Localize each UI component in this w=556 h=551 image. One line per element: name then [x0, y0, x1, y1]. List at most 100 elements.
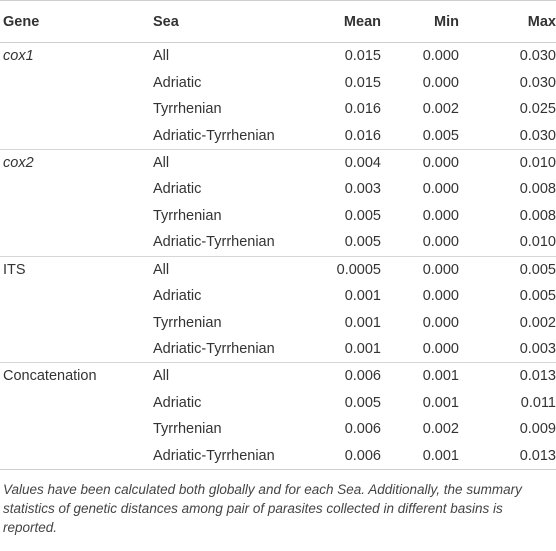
cell-gene: [0, 96, 153, 123]
cell-gene: cox2: [0, 148, 153, 176]
cell-max: 0.002: [519, 314, 556, 331]
cell-mean: 0.005: [344, 234, 381, 251]
table-row: Tyrrhenian 0.001 0.000 0.002: [0, 309, 556, 336]
cell-sea: Adriatic: [153, 394, 202, 411]
header-mean: Mean: [319, 0, 381, 43]
cell-max: 0.005: [519, 288, 556, 305]
cell-max: 0.008: [519, 181, 556, 198]
cell-min: 0.001: [381, 442, 459, 470]
table-row: ITS All 0.0005 0.000 0.005: [0, 255, 556, 283]
cell-min: 0.000: [381, 255, 459, 283]
cell-mean: 0.001: [344, 314, 381, 331]
cell-gene: [0, 283, 153, 310]
table-row: Adriatic-Tyrrhenian 0.001 0.000 0.003: [0, 336, 556, 363]
cell-max: 0.030: [519, 74, 556, 91]
cell-mean: 0.016: [344, 101, 381, 118]
cell-max: 0.008: [519, 207, 556, 224]
cell-gene: [0, 309, 153, 336]
cell-sea: Adriatic-Tyrrhenian: [153, 234, 275, 251]
cell-mean: 0.006: [344, 421, 381, 438]
cell-sea: All: [153, 48, 170, 65]
cell-sea: All: [153, 362, 319, 390]
cell-max: 0.013: [459, 442, 556, 470]
cell-min: 0.000: [422, 74, 459, 91]
cell-min: 0.000: [422, 181, 459, 198]
cell-mean: 0.015: [344, 74, 381, 91]
cell-max: 0.005: [459, 255, 556, 283]
cell-min: 0.002: [422, 101, 459, 118]
table-row: Adriatic 0.005 0.001 0.011: [0, 389, 556, 416]
cell-sea: Tyrrhenian: [153, 314, 222, 331]
header-sea: Sea: [153, 0, 319, 43]
cell-min: 0.001: [381, 362, 459, 390]
cell-gene: ITS: [0, 255, 153, 283]
cell-mean: 0.016: [344, 127, 381, 144]
cell-max: 0.003: [519, 341, 556, 358]
cell-gene: Concatenation: [0, 362, 153, 390]
cell-gene: [0, 389, 153, 416]
table-row: Tyrrhenian 0.005 0.000 0.008: [0, 203, 556, 230]
cell-gene: [0, 176, 153, 203]
genetic-distance-table: Gene Sea Mean Min Max cox1 All 0.015 0.000 0…: [0, 0, 556, 470]
cell-sea: Tyrrhenian: [153, 101, 222, 118]
cell-min: 0.000: [422, 234, 459, 251]
table-footnote: Values have been calculated both globall…: [3, 482, 522, 535]
cell-max: 0.010: [459, 148, 556, 176]
table-body: cox1 All 0.015 0.000 0.030 Adriatic 0.015 0.000…: [0, 43, 556, 470]
cell-mean: 0.015: [344, 48, 381, 65]
cell-mean: 0.005: [344, 394, 381, 411]
cell-min: 0.000: [381, 148, 459, 176]
cell-gene: cox1: [3, 48, 34, 65]
cell-mean: 0.001: [344, 341, 381, 358]
cell-sea: Adriatic: [153, 181, 202, 198]
cell-max: 0.030: [519, 48, 556, 65]
cell-gene: [0, 416, 153, 443]
table-row: cox2 All 0.004 0.000 0.010: [0, 148, 556, 176]
cell-gene: [0, 336, 153, 363]
header-row: Gene Sea Mean Min Max: [0, 0, 556, 43]
table-row: Adriatic 0.003 0.000 0.008: [0, 176, 556, 203]
cell-sea: All: [153, 148, 319, 176]
cell-min: 0.000: [422, 288, 459, 305]
table-row: cox1 All 0.015 0.000 0.030: [0, 43, 556, 70]
cell-gene: [0, 442, 153, 470]
cell-sea: Adriatic-Tyrrhenian: [153, 341, 275, 358]
cell-max: 0.013: [459, 362, 556, 390]
cell-max: 0.011: [520, 394, 556, 411]
cell-gene: [0, 229, 153, 256]
cell-sea: All: [153, 255, 319, 283]
header-gene: Gene: [0, 0, 153, 43]
cell-gene: [0, 123, 153, 150]
cell-max: 0.025: [519, 101, 556, 118]
cell-max: 0.009: [519, 421, 556, 438]
header-max: Max: [459, 0, 556, 43]
cell-mean: 0.0005: [319, 255, 381, 283]
cell-sea: Adriatic-Tyrrhenian: [153, 442, 319, 470]
table-row: Adriatic-Tyrrhenian 0.006 0.001 0.013: [0, 442, 556, 470]
cell-sea: Adriatic-Tyrrhenian: [153, 127, 275, 144]
cell-gene: [0, 203, 153, 230]
cell-sea: Adriatic: [153, 288, 202, 305]
cell-min: 0.002: [422, 421, 459, 438]
cell-max: 0.030: [519, 127, 556, 144]
table-row: Adriatic-Tyrrhenian 0.005 0.000 0.010: [0, 229, 556, 256]
cell-min: 0.001: [422, 394, 459, 411]
table-row: Adriatic 0.001 0.000 0.005: [0, 283, 556, 310]
cell-mean: 0.006: [319, 442, 381, 470]
cell-mean: 0.003: [344, 181, 381, 198]
cell-mean: 0.005: [344, 207, 381, 224]
cell-mean: 0.001: [344, 288, 381, 305]
header-min: Min: [381, 0, 459, 43]
table-row: Concatenation All 0.006 0.001 0.013: [0, 362, 556, 390]
table-row: Tyrrhenian 0.016 0.002 0.025: [0, 96, 556, 123]
cell-sea: Tyrrhenian: [153, 421, 222, 438]
cell-mean: 0.004: [319, 148, 381, 176]
table-row: Adriatic-Tyrrhenian 0.016 0.005 0.030: [0, 123, 556, 150]
cell-max: 0.010: [519, 234, 556, 251]
cell-min: 0.000: [422, 314, 459, 331]
cell-gene: [0, 69, 153, 96]
cell-min: 0.005: [422, 127, 459, 144]
cell-min: 0.000: [422, 207, 459, 224]
cell-sea: Adriatic: [153, 74, 202, 91]
